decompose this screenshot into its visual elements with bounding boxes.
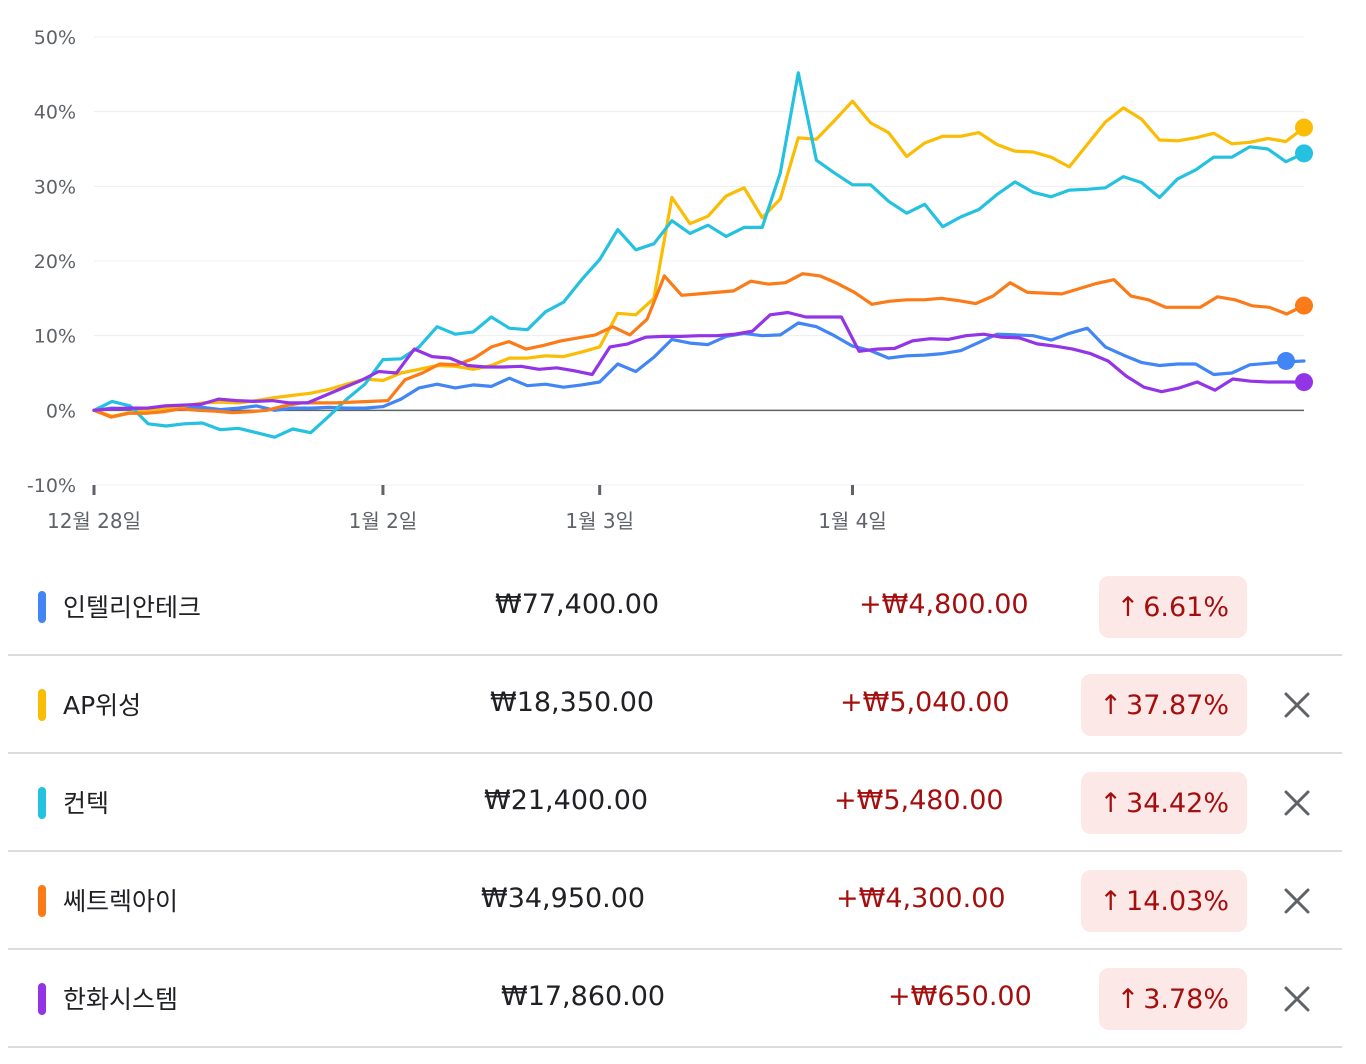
close-icon[interactable] (1282, 984, 1312, 1014)
y-tick-label: -10% (27, 475, 76, 497)
stock-row[interactable]: AP위성 ₩18,350.00 +₩5,040.00 ↑ 37.87% (8, 656, 1342, 754)
stock-row[interactable]: 인텔리안테크 ₩77,400.00 +₩4,800.00 ↑ 6.61% (8, 558, 1342, 656)
close-icon[interactable] (1282, 886, 1312, 916)
percent-change-value: 34.42% (1126, 787, 1229, 819)
stock-row[interactable]: 컨텍 ₩21,400.00 +₩5,480.00 ↑ 34.42% (8, 754, 1342, 852)
percent-change-value: 6.61% (1143, 591, 1229, 623)
arrow-up-icon: ↑ (1116, 983, 1140, 1015)
series-line (92, 99, 1306, 418)
series-line (92, 71, 1306, 439)
percent-change-badge: ↑ 3.78% (1098, 968, 1247, 1030)
stock-price: ₩34,950.00 (481, 883, 646, 914)
series-lines (92, 71, 1306, 439)
x-tick-label: 1월 2일 (349, 509, 418, 533)
series-line (92, 310, 1306, 412)
close-icon[interactable] (1282, 690, 1312, 720)
stock-name: 한화시스템 (63, 985, 179, 1014)
arrow-up-icon: ↑ (1116, 591, 1140, 623)
stock-price: ₩17,860.00 (501, 981, 666, 1012)
stock-row[interactable]: 쎄트렉아이 ₩34,950.00 +₩4,300.00 ↑ 14.03% (8, 852, 1342, 950)
stock-row[interactable]: 한화시스템 ₩17,860.00 +₩650.00 ↑ 3.78% (8, 950, 1342, 1048)
stock-change: +₩5,480.00 (834, 785, 1004, 816)
series-end-point (1295, 144, 1313, 163)
series-color-swatch (38, 787, 46, 819)
stock-name: 컨텍 (63, 789, 110, 818)
percent-change-value: 3.78% (1143, 983, 1229, 1015)
stock-change: +₩4,300.00 (836, 883, 1006, 914)
chart-grid (94, 36, 1304, 486)
arrow-up-icon: ↑ (1099, 689, 1123, 721)
series-color-swatch (38, 885, 46, 917)
y-axis: 50% 40% 30% 20% 10% 0% -10% (27, 27, 76, 497)
stock-price: ₩21,400.00 (484, 785, 649, 816)
arrow-up-icon: ↑ (1099, 885, 1123, 917)
close-icon[interactable] (1282, 788, 1312, 818)
y-tick-label: 30% (34, 176, 76, 198)
arrow-up-icon: ↑ (1099, 787, 1123, 819)
stock-name: 쎄트렉아이 (63, 887, 179, 916)
series-end-point (1295, 373, 1313, 392)
stock-change: +₩5,040.00 (840, 687, 1010, 718)
percent-change-badge: ↑ 14.03% (1081, 870, 1247, 932)
percent-change-badge: ↑ 37.87% (1081, 674, 1247, 736)
series-end-point (1295, 118, 1313, 137)
stock-price: ₩77,400.00 (495, 589, 660, 620)
series-end-point (1277, 351, 1295, 370)
percent-change-badge: ↑ 34.42% (1081, 772, 1247, 834)
stock-name: AP위성 (63, 691, 142, 720)
series-color-swatch (38, 591, 46, 623)
y-tick-label: 50% (34, 27, 76, 49)
series-end-point (1295, 296, 1313, 315)
y-tick-label: 10% (34, 326, 76, 348)
y-tick-label: 20% (34, 251, 76, 273)
series-end-points (1277, 118, 1313, 392)
stock-change: +₩650.00 (888, 981, 1032, 1012)
y-tick-label: 0% (46, 400, 76, 422)
y-tick-label: 40% (34, 102, 76, 124)
stock-name: 인텔리안테크 (63, 593, 202, 622)
stock-price: ₩18,350.00 (490, 687, 655, 718)
percent-change-value: 14.03% (1126, 885, 1229, 917)
series-line (92, 321, 1306, 412)
percent-change-badge: ↑ 6.61% (1098, 576, 1247, 638)
x-tick-label: 12월 28일 (47, 509, 141, 533)
x-axis: 12월 28일 1월 2일 1월 3일 1월 4일 (47, 485, 887, 533)
x-tick-label: 1월 3일 (565, 509, 634, 533)
stock-change: +₩4,800.00 (859, 589, 1029, 620)
series-color-swatch (38, 983, 46, 1015)
percent-change-value: 37.87% (1126, 689, 1229, 721)
comparison-chart: 50%40%30%20%10%0%-10% 12월 28일 1월 2일 1월 3일 1… (27, 27, 1313, 533)
series-color-swatch (38, 689, 46, 721)
x-tick-label: 1월 4일 (818, 509, 887, 533)
